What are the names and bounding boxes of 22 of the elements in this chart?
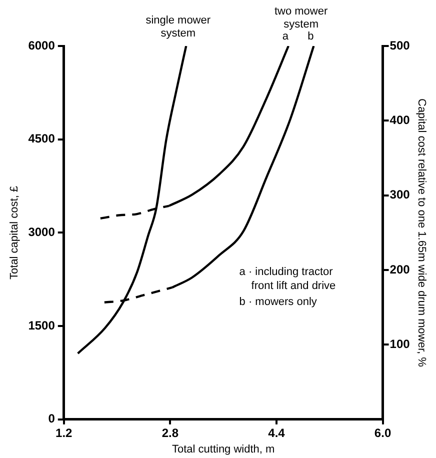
series-label: b	[308, 30, 314, 43]
x-tick-label: 6.0	[374, 426, 392, 440]
line-series	[76, 46, 188, 355]
y-tick-label: 1500	[28, 318, 56, 332]
y2-tick-label: 100	[390, 337, 410, 352]
y2-tick-label: 400	[390, 112, 410, 127]
y2-tick-label: 300	[390, 188, 410, 202]
series-label: single mower system	[146, 14, 211, 40]
y-tick-label: 0	[48, 412, 56, 426]
series-label: a	[282, 30, 290, 43]
annotation: b · mowers only	[239, 296, 318, 308]
x-tick-label: 1.2	[56, 426, 73, 440]
y-tick-label: 4500	[28, 132, 56, 146]
y-tick-label: 3000	[28, 225, 56, 240]
y-axis-title: Total capital cost, £	[8, 186, 21, 280]
x-tick-label: 2.8	[162, 426, 179, 440]
x-axis-title: Total cutting width, m	[172, 443, 275, 456]
y2-axis-title: Capital cost relative to one 1.65m wide drum mower, %	[415, 98, 428, 368]
x-tick-label: 4.4	[268, 426, 286, 440]
y2-tick-label: 500	[390, 38, 410, 52]
y2-tick-label: 200	[390, 262, 410, 276]
y-tick-label: 6000	[28, 38, 56, 52]
